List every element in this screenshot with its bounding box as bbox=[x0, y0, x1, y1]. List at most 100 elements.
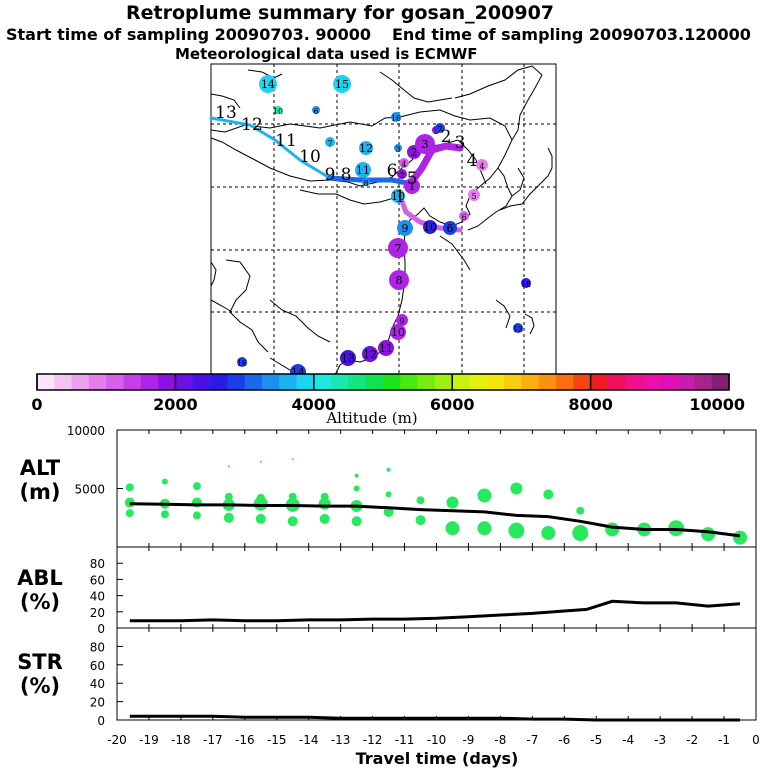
trajectory-marker: 10 bbox=[391, 189, 405, 203]
x-tick-label: 0 bbox=[752, 733, 760, 747]
svg-text:9: 9 bbox=[402, 222, 409, 235]
x-tick-label: -2 bbox=[686, 733, 698, 747]
trajectory-marker: 7 bbox=[435, 123, 445, 134]
y-tick-label: 0 bbox=[97, 714, 105, 728]
trajectory-marker: 12 bbox=[362, 346, 378, 362]
abl-line bbox=[129, 599, 741, 623]
colorbar-tick-label: 0 bbox=[31, 395, 42, 414]
trajectory-day-label: 4 bbox=[467, 151, 478, 171]
svg-text:16: 16 bbox=[237, 359, 247, 368]
y-tick-label: 20 bbox=[90, 696, 105, 710]
colorbar-swatch bbox=[279, 374, 297, 390]
alt-point bbox=[224, 492, 233, 501]
svg-text:10: 10 bbox=[423, 221, 437, 234]
trajectory-marker: 11 bbox=[355, 162, 371, 178]
colorbar-swatch bbox=[469, 374, 488, 390]
alt-point bbox=[125, 509, 134, 518]
colorbar-swatch bbox=[573, 374, 592, 390]
trajectory-line bbox=[327, 175, 415, 187]
start-sampling-text: Start time of sampling 20090703. 90000 bbox=[6, 25, 372, 44]
alt-mean-line bbox=[129, 502, 741, 538]
colorbar-swatch bbox=[348, 374, 367, 390]
trajectory-marker: 11 bbox=[378, 340, 394, 356]
colorbar-swatch bbox=[677, 374, 695, 390]
svg-text:7: 7 bbox=[437, 125, 442, 134]
alt-point bbox=[541, 525, 556, 540]
trajectory-day-label: 5 bbox=[407, 169, 418, 189]
alt-point bbox=[445, 521, 460, 536]
alt-point bbox=[287, 516, 298, 527]
trajectory-marker: 4 bbox=[399, 158, 409, 169]
x-tick-label: -3 bbox=[654, 733, 666, 747]
colorbar-swatch bbox=[123, 374, 142, 390]
trajectory-marker: 10 bbox=[273, 106, 283, 116]
colorbar-swatch bbox=[556, 374, 574, 390]
colorbar-swatch bbox=[192, 374, 211, 390]
alt-point bbox=[351, 516, 362, 527]
trajectory-marker: 16 bbox=[391, 112, 401, 123]
trajectory-marker: 10 bbox=[423, 220, 437, 234]
trajectory-day-label: 11 bbox=[275, 131, 297, 151]
x-tick-label: -10 bbox=[427, 733, 447, 747]
x-tick-label: -5 bbox=[590, 733, 602, 747]
svg-text:12: 12 bbox=[359, 142, 373, 155]
colorbar-swatch bbox=[140, 374, 159, 390]
trajectory-marker: 4 bbox=[476, 159, 488, 171]
trajectory-marker: 8 bbox=[389, 270, 409, 290]
x-tick-label: -19 bbox=[139, 733, 159, 747]
trajectory-marker: 6 bbox=[443, 221, 457, 235]
trajectory-day-label: 8 bbox=[341, 165, 352, 185]
colorbar-tick-label: 8000 bbox=[568, 395, 613, 414]
colorbar-swatch bbox=[694, 374, 713, 390]
svg-text:6: 6 bbox=[461, 213, 466, 222]
colorbar: 0 2000 4000 6000 8000 10000 Altitude (m) bbox=[31, 373, 745, 427]
x-tick-label: -13 bbox=[331, 733, 351, 747]
alt-point bbox=[125, 483, 134, 492]
colorbar-swatch bbox=[625, 374, 643, 390]
svg-text:15: 15 bbox=[335, 78, 349, 91]
x-tick-label: -11 bbox=[395, 733, 415, 747]
svg-text:3: 3 bbox=[422, 138, 429, 151]
svg-text:6: 6 bbox=[313, 107, 318, 116]
svg-text:18: 18 bbox=[521, 280, 531, 289]
alt-point bbox=[576, 506, 585, 515]
alt-point bbox=[386, 467, 391, 472]
x-axis-label: Travel time (days) bbox=[356, 749, 519, 768]
colorbar-swatch bbox=[659, 374, 678, 390]
alt-point bbox=[255, 513, 266, 524]
svg-text:6: 6 bbox=[447, 222, 454, 235]
trajectory-marker: 12 bbox=[359, 141, 373, 155]
colorbar-swatch bbox=[365, 374, 384, 390]
trajectory-marker: 10 bbox=[390, 324, 406, 340]
panel-frame bbox=[116, 546, 757, 629]
alt-point bbox=[701, 527, 716, 542]
alt-point bbox=[543, 489, 554, 500]
x-tick-label: -8 bbox=[494, 733, 506, 747]
alt-point bbox=[291, 458, 294, 461]
alt-point bbox=[160, 510, 169, 519]
alt-panel-label: ALT (m) bbox=[19, 456, 61, 504]
colorbar-swatch bbox=[607, 374, 626, 390]
colorbar-swatch bbox=[261, 374, 280, 390]
y-tick-label: 60 bbox=[90, 659, 105, 673]
alt-point bbox=[354, 473, 359, 478]
trajectory-marker: 18 bbox=[521, 278, 531, 289]
colorbar-swatch bbox=[521, 374, 540, 390]
colorbar-swatch bbox=[590, 374, 609, 390]
alt-point bbox=[477, 488, 492, 503]
panel-frame bbox=[116, 627, 757, 721]
trajectory-marker: 1 bbox=[404, 178, 420, 194]
svg-text:7: 7 bbox=[327, 139, 332, 148]
svg-text:3: 3 bbox=[395, 145, 400, 154]
svg-text:13: 13 bbox=[513, 325, 523, 334]
svg-text:13: 13 bbox=[341, 352, 355, 365]
alt-point bbox=[508, 522, 525, 539]
colorbar-swatch bbox=[383, 374, 401, 390]
trajectory-marker: 2 bbox=[397, 169, 407, 180]
trajectory-day-label: 12 bbox=[241, 115, 263, 135]
alt-point bbox=[192, 511, 201, 520]
colorbar-swatch bbox=[486, 374, 505, 390]
y-tick-label: 20 bbox=[90, 606, 105, 620]
alt-point bbox=[353, 485, 360, 492]
svg-text:7: 7 bbox=[395, 242, 402, 255]
